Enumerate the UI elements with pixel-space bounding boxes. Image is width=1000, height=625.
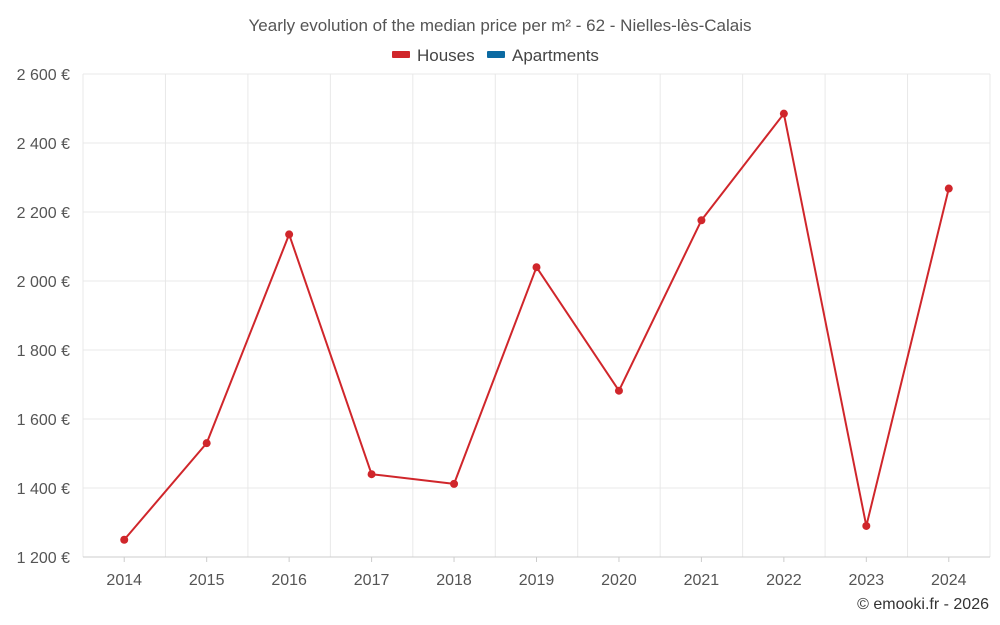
data-point-houses-2015[interactable]	[202, 439, 211, 448]
legend-swatch-houses	[392, 51, 410, 58]
series	[120, 109, 953, 544]
x-tick-label: 2022	[766, 572, 802, 589]
legend-swatch-apartments	[487, 51, 505, 58]
data-point-houses-2022[interactable]	[779, 109, 788, 118]
x-tick-label: 2019	[519, 572, 555, 589]
data-point-houses-2020[interactable]	[614, 386, 623, 395]
data-point-houses-2024[interactable]	[944, 184, 953, 193]
x-tick-label: 2021	[684, 572, 720, 589]
y-tick-label: 1 200 €	[17, 550, 70, 567]
credit-text: © emooki.fr - 2026	[857, 596, 989, 613]
legend: Houses Apartments	[392, 46, 599, 65]
x-tick-label: 2020	[601, 572, 637, 589]
y-tick-label: 1 600 €	[17, 412, 70, 429]
data-point-houses-2019[interactable]	[532, 263, 541, 272]
chart-title: Yearly evolution of the median price per…	[249, 16, 752, 35]
data-point-houses-2018[interactable]	[450, 479, 459, 488]
y-tick-label: 2 200 €	[17, 205, 70, 222]
data-point-houses-2023[interactable]	[862, 521, 871, 530]
x-tick-label: 2014	[106, 572, 142, 589]
y-tick-label: 2 400 €	[17, 136, 70, 153]
y-tick-label: 1 400 €	[17, 481, 70, 498]
data-point-houses-2021[interactable]	[697, 216, 706, 225]
y-tick-label: 2 000 €	[17, 274, 70, 291]
x-tick-label: 2016	[271, 572, 307, 589]
grid	[82, 73, 991, 557]
axes: 1 200 € 1 400 € 1 600 € 1 800 € 2 000 € 2 200…	[17, 67, 990, 589]
legend-item-houses[interactable]: Houses	[392, 46, 475, 65]
legend-label-apartments: Apartments	[512, 46, 599, 65]
y-tick-label: 1 800 €	[17, 343, 70, 360]
data-point-houses-2017[interactable]	[367, 470, 376, 479]
x-tick-label: 2017	[354, 572, 390, 589]
x-tick-label: 2015	[189, 572, 225, 589]
x-tick-label: 2023	[849, 572, 885, 589]
y-tick-label: 2 600 €	[17, 67, 70, 84]
legend-item-apartments[interactable]: Apartments	[487, 46, 599, 65]
legend-label-houses: Houses	[417, 46, 475, 65]
x-tick-label: 2024	[931, 572, 967, 589]
x-tick-label: 2018	[436, 572, 472, 589]
data-point-houses-2016[interactable]	[285, 230, 294, 239]
data-point-houses-2014[interactable]	[120, 535, 129, 544]
